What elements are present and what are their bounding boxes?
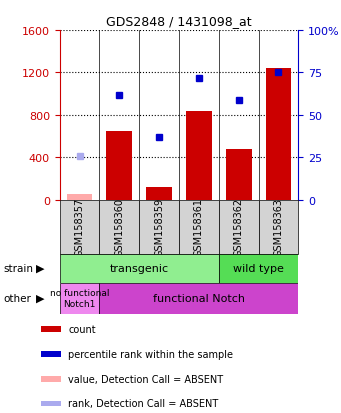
Bar bbox=[226, 150, 252, 200]
Bar bbox=[146, 188, 172, 200]
FancyBboxPatch shape bbox=[219, 254, 298, 283]
Text: rank, Detection Call = ABSENT: rank, Detection Call = ABSENT bbox=[68, 399, 219, 408]
Text: strain: strain bbox=[3, 263, 33, 273]
Bar bbox=[66, 195, 92, 200]
Text: value, Detection Call = ABSENT: value, Detection Call = ABSENT bbox=[68, 374, 223, 384]
Text: GSM158360: GSM158360 bbox=[114, 198, 124, 256]
Text: GSM158357: GSM158357 bbox=[75, 197, 85, 257]
FancyBboxPatch shape bbox=[139, 200, 179, 254]
FancyBboxPatch shape bbox=[100, 200, 139, 254]
Text: no functional
Notch1: no functional Notch1 bbox=[50, 288, 109, 309]
Text: GSM158361: GSM158361 bbox=[194, 198, 204, 256]
Bar bbox=[41, 376, 61, 382]
Bar bbox=[41, 351, 61, 357]
Text: GSM158359: GSM158359 bbox=[154, 198, 164, 256]
Text: ▶: ▶ bbox=[36, 293, 44, 304]
FancyBboxPatch shape bbox=[219, 200, 258, 254]
Bar bbox=[106, 131, 132, 200]
FancyBboxPatch shape bbox=[60, 254, 219, 283]
FancyBboxPatch shape bbox=[179, 200, 219, 254]
Text: percentile rank within the sample: percentile rank within the sample bbox=[68, 349, 233, 359]
Text: GSM158363: GSM158363 bbox=[273, 198, 283, 256]
Text: ▶: ▶ bbox=[36, 263, 44, 273]
Text: wild type: wild type bbox=[233, 263, 284, 273]
Text: functional Notch: functional Notch bbox=[153, 293, 245, 304]
FancyBboxPatch shape bbox=[60, 200, 100, 254]
Bar bbox=[186, 112, 212, 200]
Text: GSM158362: GSM158362 bbox=[234, 198, 244, 256]
Bar bbox=[41, 327, 61, 332]
Text: count: count bbox=[68, 325, 96, 335]
Title: GDS2848 / 1431098_at: GDS2848 / 1431098_at bbox=[106, 15, 252, 28]
FancyBboxPatch shape bbox=[60, 283, 100, 314]
Bar bbox=[266, 69, 292, 200]
Bar bbox=[41, 401, 61, 406]
Text: transgenic: transgenic bbox=[110, 263, 169, 273]
FancyBboxPatch shape bbox=[100, 283, 298, 314]
Text: other: other bbox=[3, 293, 31, 304]
FancyBboxPatch shape bbox=[258, 200, 298, 254]
